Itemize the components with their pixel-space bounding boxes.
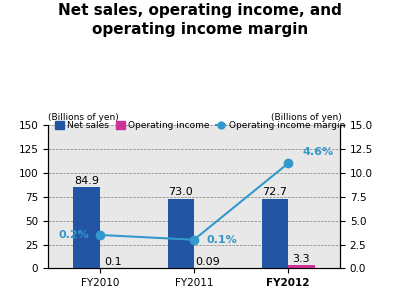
Text: 73.0: 73.0: [168, 187, 193, 197]
Text: Net sales, operating income, and
operating income margin: Net sales, operating income, and operati…: [58, 3, 342, 37]
Text: 0.1%: 0.1%: [207, 235, 238, 245]
Text: 0.1: 0.1: [104, 257, 122, 267]
Text: 72.7: 72.7: [262, 188, 288, 198]
Text: 0.2%: 0.2%: [58, 230, 89, 240]
Legend: Net sales, Operating income, Operating income margin: Net sales, Operating income, Operating i…: [51, 117, 349, 134]
Text: 3.3: 3.3: [292, 254, 310, 264]
Bar: [168, 199, 194, 268]
Bar: [288, 265, 314, 268]
Text: 0.09: 0.09: [195, 257, 220, 267]
Text: 84.9: 84.9: [74, 176, 99, 186]
Text: 4.6%: 4.6%: [303, 147, 334, 157]
Text: (Billions of yen): (Billions of yen): [48, 113, 119, 122]
Text: (Billions of yen): (Billions of yen): [271, 113, 342, 122]
Bar: [262, 199, 288, 268]
Bar: [74, 187, 100, 268]
